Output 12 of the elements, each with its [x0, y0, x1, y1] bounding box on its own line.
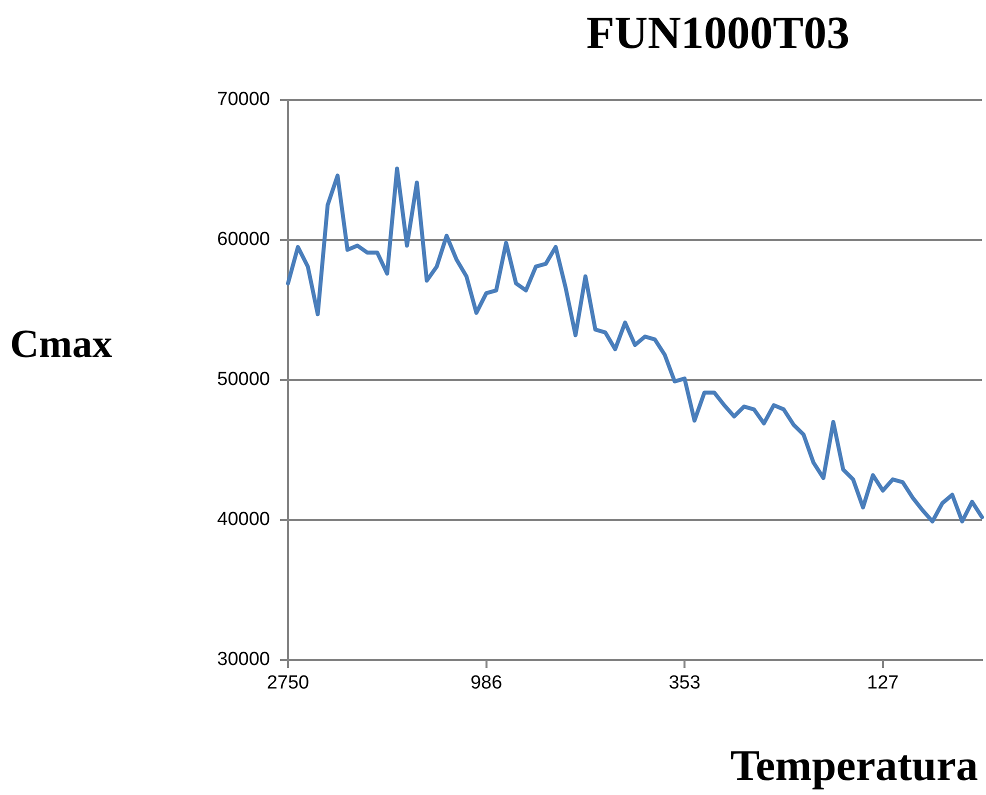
- y-tick-label: 30000: [217, 649, 270, 670]
- chart-title: FUN1000T03: [585, 6, 851, 59]
- y-tick-label: 40000: [217, 509, 270, 530]
- y-axis-title: Cmax: [10, 320, 112, 367]
- x-tick-label: 986: [470, 672, 502, 694]
- y-tick-label: 50000: [217, 369, 270, 390]
- x-tick-label: 353: [668, 672, 700, 694]
- x-axis-title: Temperatura: [730, 740, 978, 791]
- x-tick-label: 127: [867, 672, 899, 694]
- y-tick-label: 60000: [217, 229, 270, 250]
- x-tick-label: 2750: [266, 672, 310, 694]
- y-tick-label: 70000: [217, 89, 270, 110]
